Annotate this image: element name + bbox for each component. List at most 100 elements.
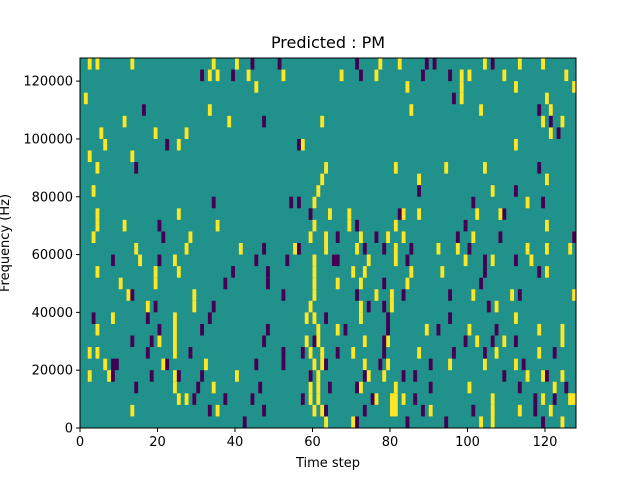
heatmap-cell-high bbox=[393, 219, 398, 232]
heatmap-cell-high bbox=[192, 300, 197, 313]
heatmap-cell-high bbox=[99, 127, 104, 139]
heatmap-cell-low bbox=[552, 393, 557, 405]
heatmap-cell-low bbox=[285, 254, 290, 267]
heatmap-cell-low bbox=[537, 266, 542, 278]
heatmap-cell-low bbox=[308, 370, 313, 382]
x-axis: 0 20 40 60 80 100 120 bbox=[76, 428, 557, 450]
heatmap-cell-high bbox=[312, 254, 317, 267]
heatmap-cell-low bbox=[417, 185, 422, 197]
heatmap-cell-low bbox=[157, 219, 162, 232]
heatmap-cell-low bbox=[111, 254, 115, 267]
heatmap-cell-high bbox=[130, 150, 135, 163]
heatmap-cell-low bbox=[483, 347, 487, 359]
heatmap-cell-low bbox=[300, 393, 305, 405]
heatmap-cell-high bbox=[483, 162, 487, 174]
heatmap-cell-high bbox=[560, 370, 565, 382]
heatmap-cell-high bbox=[173, 370, 177, 382]
heatmap-cell-low bbox=[545, 370, 549, 382]
y-axis: 0 20000 40000 60000 80000 100000 120000 bbox=[23, 75, 80, 437]
heatmap-cell-low bbox=[362, 243, 367, 255]
heatmap-cell-high bbox=[386, 335, 391, 348]
heatmap-cell-low bbox=[564, 381, 569, 394]
heatmap-cell-low bbox=[552, 347, 557, 359]
heatmap-cell-low bbox=[161, 231, 166, 243]
x-tick-label: 0 bbox=[76, 435, 84, 450]
heatmap-cell-low bbox=[328, 381, 332, 394]
heatmap-cell-low bbox=[471, 196, 476, 209]
heatmap-cell-low bbox=[502, 208, 507, 220]
heatmap-cell-low bbox=[514, 335, 518, 348]
heatmap-cell-low bbox=[541, 416, 546, 428]
heatmap-cell-low bbox=[374, 231, 379, 243]
heatmap-cell-low bbox=[521, 358, 526, 371]
heatmap-cell-low bbox=[262, 335, 267, 348]
heatmap-cell-low bbox=[382, 335, 387, 348]
heatmap-cell-high bbox=[440, 266, 445, 278]
heatmap-cell-low bbox=[463, 335, 468, 348]
heatmap-cell-high bbox=[393, 162, 398, 174]
heatmap-cell-high bbox=[541, 115, 546, 128]
heatmap-cell-high bbox=[455, 243, 460, 255]
heatmap-cell-high bbox=[215, 69, 220, 82]
heatmap-cell-low bbox=[223, 277, 228, 290]
heatmap-cell-low bbox=[200, 370, 205, 382]
heatmap-cell-high bbox=[448, 358, 453, 371]
heatmap-cell-high bbox=[153, 127, 158, 139]
heatmap-cell-high bbox=[529, 254, 534, 267]
heatmap-cell-high bbox=[320, 347, 325, 359]
heatmap-cell-high bbox=[417, 173, 422, 186]
heatmap-cell-low bbox=[386, 323, 391, 336]
heatmap-cell-low bbox=[514, 185, 518, 197]
heatmap-cell-low bbox=[436, 323, 441, 336]
heatmap-cell-low bbox=[250, 393, 255, 405]
heatmap-cell-high bbox=[514, 358, 518, 371]
heatmap-cell-low bbox=[207, 312, 212, 324]
heatmap-cell-high bbox=[83, 92, 88, 105]
heatmap-cell-high bbox=[552, 381, 557, 394]
heatmap-cell-high bbox=[510, 289, 515, 301]
heatmap-cell-high bbox=[95, 219, 100, 232]
heatmap-cell-high bbox=[184, 127, 189, 139]
heatmap-cell-high bbox=[122, 219, 127, 232]
heatmap-cell-low bbox=[196, 381, 201, 394]
heatmap-cell-high bbox=[475, 208, 480, 220]
heatmap-cell-low bbox=[297, 196, 301, 209]
heatmap-cell-low bbox=[297, 243, 301, 255]
heatmap-cell-low bbox=[223, 393, 228, 405]
heatmap-cell-low bbox=[114, 358, 119, 371]
heatmap-cell-low bbox=[463, 219, 468, 232]
heatmap-cell-low bbox=[324, 312, 329, 324]
heatmap-cell-low bbox=[382, 347, 387, 359]
heatmap-cell-low bbox=[517, 289, 522, 301]
heatmap-cell-low bbox=[448, 289, 453, 301]
heatmap-cell-low bbox=[281, 289, 286, 301]
heatmap-cell-low bbox=[479, 277, 484, 290]
heatmap-cell-low bbox=[262, 243, 267, 255]
heatmap-cell-high bbox=[320, 115, 325, 128]
heatmap-cell-high bbox=[393, 243, 398, 255]
heatmap-cell-low bbox=[254, 254, 259, 267]
heatmap-cell-high bbox=[525, 243, 530, 255]
heatmap-cell-high bbox=[308, 347, 313, 359]
heatmap-cell-high bbox=[393, 381, 398, 394]
heatmap-cell-high bbox=[351, 347, 356, 359]
heatmap-cell-high bbox=[537, 323, 542, 336]
heatmap-cell-high bbox=[401, 208, 406, 220]
heatmap-cell-high bbox=[568, 393, 576, 405]
heatmap-cell-high bbox=[362, 358, 367, 371]
heatmap-cell-high bbox=[362, 335, 367, 348]
heatmap-cell-high bbox=[572, 81, 577, 93]
heatmap-cell-high bbox=[161, 358, 166, 371]
heatmap-cell-high bbox=[459, 81, 464, 93]
heatmap-cell-high bbox=[366, 370, 371, 382]
chart-title: Predicted : PM bbox=[271, 33, 385, 52]
heatmap-cell-low bbox=[421, 404, 425, 417]
heatmap-cell-low bbox=[397, 208, 402, 220]
heatmap-cell-low bbox=[266, 323, 270, 336]
heatmap-cell-low bbox=[413, 370, 418, 382]
heatmap-cell-high bbox=[312, 312, 317, 324]
heatmap-cell-high bbox=[494, 300, 499, 313]
heatmap-cell-high bbox=[490, 254, 495, 267]
heatmap-cell-high bbox=[525, 370, 530, 382]
heatmap-cell-high bbox=[401, 231, 406, 243]
